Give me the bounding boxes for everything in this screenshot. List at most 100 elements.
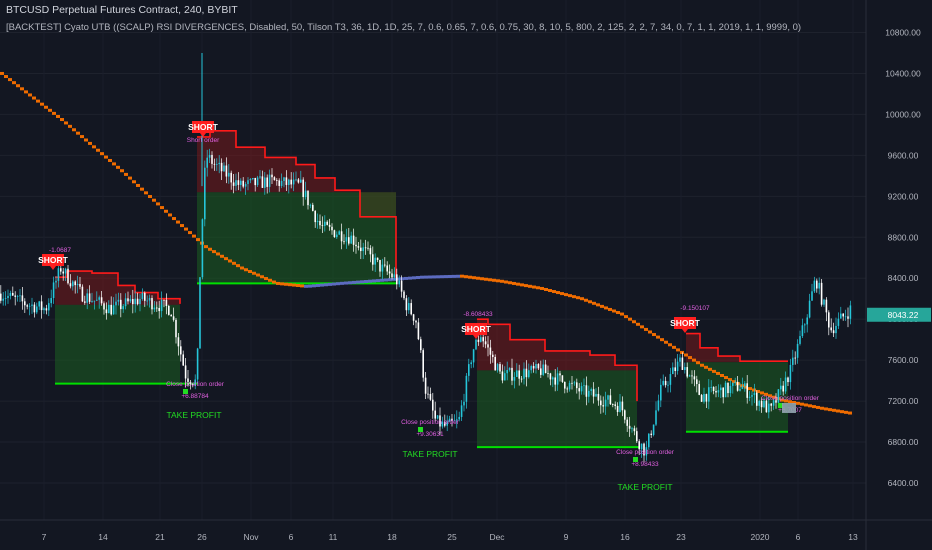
time-axis[interactable]: 7 14 21 26 Nov 6 11 18 25 Dec 9 16 23 2020 6 13	[0, 519, 932, 542]
time-tick-label: 6	[796, 532, 801, 542]
ma-segment	[184, 227, 188, 231]
candle-body	[307, 190, 309, 206]
candle-body	[182, 354, 184, 366]
candle-body	[345, 237, 348, 242]
candle-body	[64, 268, 67, 274]
candle-body	[338, 231, 340, 235]
candle-body	[672, 367, 674, 375]
moving-average	[0, 71, 852, 415]
candle-body	[732, 382, 734, 386]
ma-segment	[520, 283, 524, 287]
ma-segment	[396, 277, 400, 281]
ma-segment	[708, 367, 712, 371]
candle-body	[705, 394, 708, 402]
ma-segment	[568, 294, 572, 298]
candle-body	[463, 401, 465, 406]
ma-segment	[420, 275, 424, 279]
time-tick-label: 16	[620, 532, 630, 542]
candle-body	[444, 421, 446, 426]
candle-body	[0, 293, 2, 301]
candle-body	[484, 341, 487, 345]
ma-segment	[276, 281, 280, 285]
exit-marker	[782, 403, 796, 413]
candle-body	[254, 177, 256, 186]
candle-body	[40, 301, 43, 311]
ma-segment	[452, 274, 456, 278]
candle-body	[158, 307, 160, 312]
ma-segment	[600, 304, 604, 308]
ma-segment	[632, 320, 636, 324]
price-axis[interactable]: 10800.00 10400.00 10000.00 9600.00 9200.00 88…	[865, 0, 931, 550]
candle-body	[93, 300, 96, 302]
candle-body	[688, 375, 691, 377]
ma-segment	[712, 369, 716, 373]
candle-body	[667, 384, 669, 386]
candle-body	[288, 179, 290, 185]
candle-body	[403, 291, 405, 299]
candle-body	[386, 265, 388, 272]
candle-body	[583, 385, 585, 387]
time-tick-label: 14	[98, 532, 108, 542]
ma-segment	[60, 118, 64, 122]
ma-segment	[844, 410, 848, 414]
ma-segment	[344, 281, 348, 285]
ma-segment	[648, 330, 652, 334]
ma-segment	[656, 335, 660, 339]
candle-body	[470, 362, 472, 365]
short-signal-label: SHORT	[461, 324, 492, 334]
ma-segment	[848, 411, 852, 415]
ma-segment	[828, 408, 832, 412]
candle-body	[537, 364, 540, 369]
candle-body	[412, 314, 415, 321]
ma-segment	[48, 108, 52, 112]
candle-body	[448, 418, 451, 422]
candle-body	[828, 312, 830, 328]
candle-body	[417, 322, 420, 340]
ma-segment	[264, 277, 268, 281]
candle-body	[532, 366, 535, 369]
ma-segment	[624, 315, 628, 319]
ma-segment	[480, 277, 484, 281]
ma-segment	[44, 105, 48, 109]
ma-segment	[692, 358, 696, 362]
candle-body	[616, 405, 619, 412]
candle-body	[273, 177, 276, 181]
ma-segment	[552, 290, 556, 294]
candle-body	[830, 327, 832, 331]
price-tick-label: 10400.00	[885, 68, 921, 78]
candle-body	[244, 183, 247, 187]
short-signal-label: SHORT	[38, 255, 69, 265]
ma-segment	[788, 400, 792, 404]
candle-body	[79, 283, 81, 287]
candle-body	[561, 375, 564, 382]
ma-segment	[544, 287, 548, 291]
ma-segment	[528, 284, 532, 288]
candle-body	[446, 421, 448, 426]
candle-body	[350, 235, 352, 244]
candle-body	[180, 346, 182, 355]
candle-body	[748, 396, 751, 398]
ma-segment	[316, 283, 320, 287]
ma-segment	[660, 338, 664, 342]
candle-body	[48, 303, 50, 311]
candle-body	[837, 318, 840, 326]
candle-body	[717, 390, 720, 393]
ma-segment	[560, 292, 564, 296]
candle-body	[777, 389, 780, 403]
candle-body	[228, 172, 230, 177]
candle-body	[249, 179, 252, 181]
candle-body	[160, 299, 163, 312]
candle-body	[379, 259, 381, 272]
entry-note: -8.608433	[463, 311, 493, 318]
candle-body	[134, 298, 136, 305]
ma-segment	[608, 307, 612, 311]
time-tick-label: 2020	[751, 532, 770, 542]
candle-body	[434, 410, 436, 419]
ma-segment	[20, 87, 24, 91]
ma-segment	[260, 275, 264, 279]
candle-body	[580, 386, 583, 392]
ma-segment	[236, 264, 240, 268]
candle-body	[811, 291, 813, 301]
ma-segment	[732, 380, 736, 384]
